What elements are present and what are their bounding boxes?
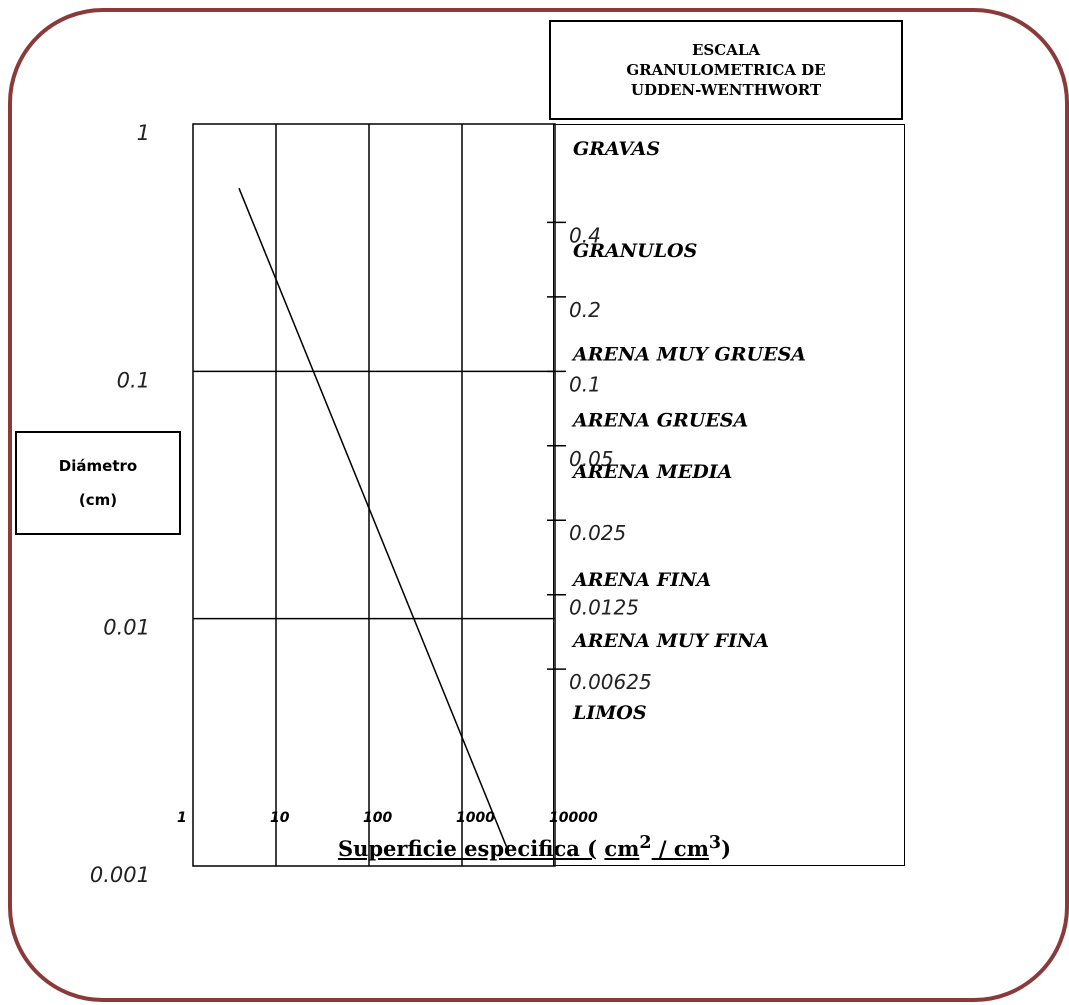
grain-class-label: ARENA FINA [571,569,711,591]
grain-scale-box [553,124,905,866]
scale-limit-label: 0.2 [569,298,601,322]
scale-limit-label: 0.025 [569,521,626,545]
x-tick-label: 10000 [549,810,598,826]
scale-limit-label: 0.4 [569,223,601,247]
grain-class-label: LIMOS [572,702,647,724]
x-tick-labels: 1 10 100 1000 10000 [177,810,598,826]
x-axis-label-unit1: cm [604,836,640,861]
y-axis-label-box: Diámetro (cm) [15,431,181,535]
scale-limit-label: 0.05 [569,447,614,471]
x-tick-label: 1 [177,810,187,826]
x-axis-label-close: ) [721,836,732,861]
series-line [238,187,508,847]
x-tick-label: 10 [270,810,290,826]
grain-class-label: ARENA GRUESA [571,409,748,431]
x-axis-label-main: Superficie especifica ( [337,836,598,861]
grain-class-label: GRAVAS [573,138,660,160]
y-tick-label: 0.1 [117,368,150,392]
x-tick-label: 1000 [456,810,495,826]
rounded-frame [8,8,1069,1002]
chart-grid [192,123,556,867]
plot-border [192,123,556,867]
grain-class-label: ARENA MUY FINA [571,630,769,652]
y-tick-label: 1 [137,121,150,145]
scale-title-box: ESCALA GRANULOMETRICA DE UDDEN-WENTHWORT [549,20,903,120]
grain-class-label: ARENA MUY GRUESA [571,344,806,366]
y-tick-labels: 1 0.1 0.01 0.001 [90,121,150,887]
scale-limit-label: 0.1 [569,372,601,396]
scale-title-line-1: ESCALA [691,41,761,59]
y-tick-label: 0.01 [103,616,150,640]
x-axis-label-sup2: 3 [708,833,722,853]
scale-title-line-3: UDDEN-WENTHWORT [630,81,822,99]
x-axis-label-sup1: 2 [639,833,652,853]
scale-limit-label: 0.00625 [569,670,652,694]
scale-limit-label: 0.0125 [569,596,639,620]
x-tick-label: 100 [363,810,392,826]
grain-scale: 0.4 0.2 0.1 0.05 0.025 0.0125 0.00625 GRAVAS GRA… [547,138,806,724]
x-axis-label-unit2: cm [673,836,709,861]
y-axis-label-line-2: (cm) [78,491,118,509]
grain-class-label: GRANULOS [573,240,697,262]
y-tick-label: 0.001 [90,863,150,887]
x-axis-label: Superficie especifica ( cm2 / cm3) [0,833,1069,861]
y-axis-label-line-1: Diámetro [58,457,138,475]
scale-title-line-2: GRANULOMETRICA DE [626,61,826,79]
x-axis-label-slash: / [651,836,674,861]
grain-class-label: ARENA MEDIA [571,461,732,483]
chart-series [238,187,508,847]
